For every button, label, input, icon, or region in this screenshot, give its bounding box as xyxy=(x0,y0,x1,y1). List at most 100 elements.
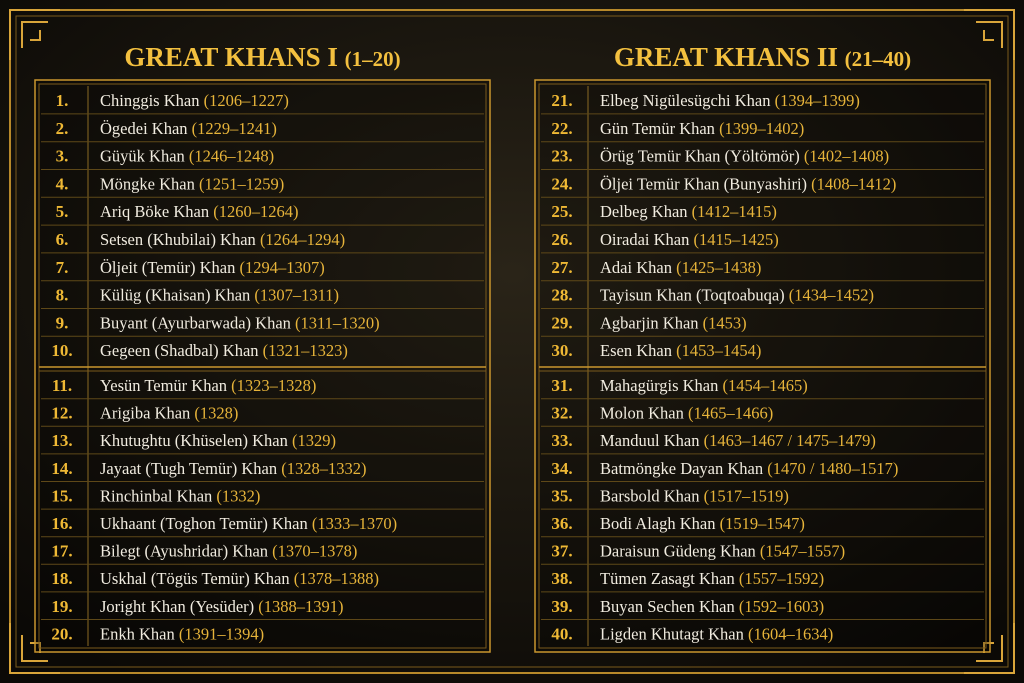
reign-years: (1453–1454) xyxy=(676,341,761,360)
reign-years: (1294–1307) xyxy=(240,258,325,277)
khan-name: Ukhaant (Toghon Temür) Khan xyxy=(100,514,308,533)
reign-years: (1399–1402) xyxy=(719,119,804,138)
row-number: 14. xyxy=(51,459,72,478)
khan-name: Buyant (Ayurbarwada) Khan xyxy=(100,313,291,332)
reign-years: (1465–1466) xyxy=(688,404,773,423)
reign-years: (1206–1227) xyxy=(204,91,289,110)
outer-border xyxy=(9,9,1015,674)
row-number: 35. xyxy=(551,486,572,505)
reign-years: (1329) xyxy=(292,431,336,450)
row-text: Örüg Temür Khan (Yöltömör) (1402–1408) xyxy=(600,147,889,166)
row-number: 1. xyxy=(56,91,69,110)
reign-years: (1415–1425) xyxy=(693,230,778,249)
row-text: Buyan Sechen Khan (1592–1603) xyxy=(600,597,824,616)
khan-name: Setsen (Khubilai) Khan xyxy=(100,230,256,249)
row-number: 30. xyxy=(551,341,572,360)
row-text: Khutughtu (Khüselen) Khan (1329) xyxy=(100,431,336,450)
row-text: Enkh Khan (1391–1394) xyxy=(100,624,264,643)
reign-years: (1321–1323) xyxy=(263,341,348,360)
title-range: (21–40) xyxy=(845,47,912,71)
reign-years: (1311–1320) xyxy=(295,313,380,332)
row-text: Daraisun Güdeng Khan (1547–1557) xyxy=(600,542,845,561)
row-number: 32. xyxy=(551,404,572,423)
row-text: Molon Khan (1465–1466) xyxy=(600,404,773,423)
row-number: 31. xyxy=(551,376,572,395)
row-text: Mahagürgis Khan (1454–1465) xyxy=(600,376,808,395)
reign-years: (1388–1391) xyxy=(258,597,343,616)
khan-name: Enkh Khan xyxy=(100,624,175,643)
row-number: 13. xyxy=(51,431,72,450)
row-text: Buyant (Ayurbarwada) Khan (1311–1320) xyxy=(100,313,380,332)
khan-name: Barsbold Khan xyxy=(600,486,699,505)
row-number: 25. xyxy=(551,202,572,221)
row-text: Rinchinbal Khan (1332) xyxy=(100,486,260,505)
reign-years: (1264–1294) xyxy=(260,230,345,249)
khan-name: Manduul Khan xyxy=(600,431,699,450)
reign-years: (1453) xyxy=(703,313,747,332)
row-text: Batmöngke Dayan Khan (1470 / 1480–1517) xyxy=(600,459,898,478)
row-number: 37. xyxy=(551,542,572,561)
row-number: 7. xyxy=(56,258,69,277)
row-number: 12. xyxy=(51,404,72,423)
khan-name: Bodi Alagh Khan xyxy=(600,514,716,533)
row-number: 10. xyxy=(51,341,72,360)
khan-name: Uskhal (Tögüs Temür) Khan xyxy=(100,569,290,588)
row-number: 19. xyxy=(51,597,72,616)
row-number: 36. xyxy=(551,514,572,533)
khan-name: Esen Khan xyxy=(600,341,672,360)
khan-name: Gegeen (Shadbal) Khan xyxy=(100,341,259,360)
row-number: 15. xyxy=(51,486,72,505)
row-text: Öljeit (Temür) Khan (1294–1307) xyxy=(100,258,325,277)
row-number: 21. xyxy=(551,91,572,110)
khan-name: Ögedei Khan xyxy=(100,119,188,138)
row-number: 22. xyxy=(551,119,572,138)
row-number: 3. xyxy=(56,147,69,166)
khan-name: Batmöngke Dayan Khan xyxy=(600,459,763,478)
row-text: Tayisun Khan (Toqtoabuqa) (1434–1452) xyxy=(600,286,874,305)
panel-frame xyxy=(34,79,491,653)
khan-name: Delbeg Khan xyxy=(600,202,688,221)
reign-years: (1328–1332) xyxy=(281,459,366,478)
panel-title: GREAT KHANS I (1–20) xyxy=(124,42,400,72)
reign-years: (1402–1408) xyxy=(804,147,889,166)
row-number: 23. xyxy=(551,147,572,166)
reign-years: (1251–1259) xyxy=(199,174,284,193)
reign-years: (1370–1378) xyxy=(272,542,357,561)
reign-years: (1246–1248) xyxy=(189,147,274,166)
khan-name: Ligden Khutagt Khan xyxy=(600,624,744,643)
row-number: 9. xyxy=(56,313,69,332)
row-number: 33. xyxy=(551,431,572,450)
row-text: Jayaat (Tugh Temür) Khan (1328–1332) xyxy=(100,459,366,478)
reign-years: (1517–1519) xyxy=(704,486,789,505)
reign-years: (1408–1412) xyxy=(811,174,896,193)
row-number: 28. xyxy=(551,286,572,305)
corner-ornaments xyxy=(9,9,1015,674)
row-text: Esen Khan (1453–1454) xyxy=(600,341,761,360)
khan-name: Arigiba Khan xyxy=(100,404,190,423)
row-text: Ukhaant (Toghon Temür) Khan (1333–1370) xyxy=(100,514,397,533)
khan-name: Gün Temür Khan xyxy=(600,119,715,138)
row-text: Setsen (Khubilai) Khan (1264–1294) xyxy=(100,230,345,249)
khan-name: Chinggis Khan xyxy=(100,91,199,110)
reign-years: (1425–1438) xyxy=(676,258,761,277)
row-number: 6. xyxy=(56,230,69,249)
khan-name: Adai Khan xyxy=(600,258,672,277)
row-number: 8. xyxy=(56,286,69,305)
khan-name: Güyük Khan xyxy=(100,147,185,166)
panel-frame-inner xyxy=(38,83,487,649)
khan-name: Daraisun Güdeng Khan xyxy=(600,542,756,561)
reign-years: (1391–1394) xyxy=(179,624,264,643)
reign-years: (1470 / 1480–1517) xyxy=(767,459,898,478)
row-text: Delbeg Khan (1412–1415) xyxy=(600,202,777,221)
row-number: 39. xyxy=(551,597,572,616)
row-text: Bodi Alagh Khan (1519–1547) xyxy=(600,514,805,533)
row-text: Möngke Khan (1251–1259) xyxy=(100,174,284,193)
khan-name: Tümen Zasagt Khan xyxy=(600,569,735,588)
title-text: GREAT KHANS II xyxy=(614,42,838,72)
panel-frame xyxy=(534,79,991,653)
row-number: 16. xyxy=(51,514,72,533)
row-text: Chinggis Khan (1206–1227) xyxy=(100,91,289,110)
reign-years: (1378–1388) xyxy=(294,569,379,588)
khan-name: Buyan Sechen Khan xyxy=(600,597,735,616)
